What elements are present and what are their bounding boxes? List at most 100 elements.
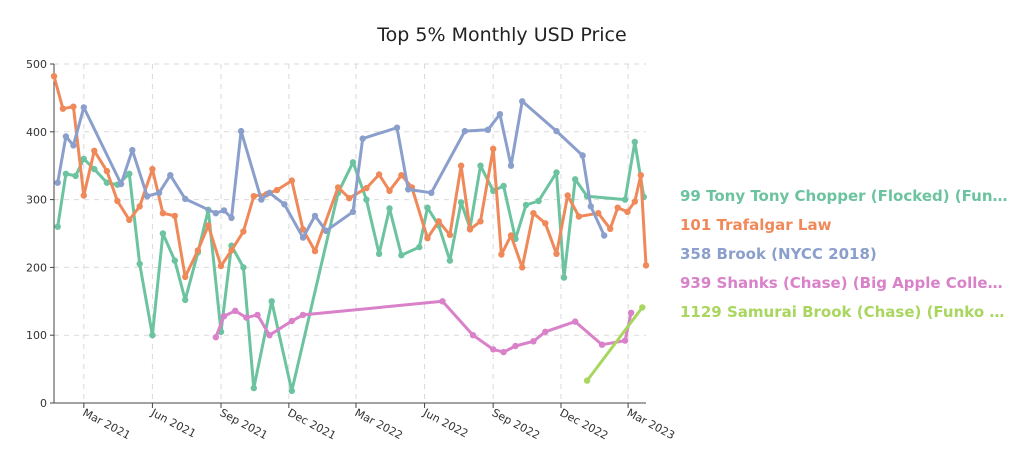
data-point <box>129 146 136 154</box>
data-point <box>217 262 225 270</box>
data-point <box>500 182 507 190</box>
data-point <box>182 195 189 203</box>
data-point <box>607 225 614 232</box>
data-point <box>498 251 505 258</box>
data-point <box>288 317 295 325</box>
y-tick-label: 200 <box>26 261 47 274</box>
data-point <box>627 309 635 316</box>
data-point <box>103 167 111 175</box>
data-point <box>553 250 560 257</box>
data-point <box>575 213 583 220</box>
data-point <box>564 192 571 199</box>
data-point <box>254 311 261 319</box>
data-point <box>54 179 61 186</box>
series-line <box>585 305 644 383</box>
data-point <box>266 332 273 339</box>
legend-item[interactable]: 939 Shanks (Chase) (Big Apple Collecti..… <box>680 274 1010 292</box>
data-point <box>519 98 526 105</box>
data-point <box>91 147 98 154</box>
data-point <box>243 314 250 321</box>
data-point <box>466 226 474 233</box>
x-tick-label: Sep 2021 <box>218 406 270 442</box>
legend-item[interactable]: 99 Tony Tony Chopper (Flocked) (Funi... <box>680 187 1010 205</box>
data-point <box>375 171 383 178</box>
y-tick-label: 100 <box>26 329 47 342</box>
data-point <box>205 222 212 229</box>
data-point <box>598 341 606 348</box>
data-point <box>386 187 393 194</box>
data-point <box>136 203 143 210</box>
data-point <box>80 155 88 163</box>
data-point <box>507 162 515 169</box>
data-point <box>446 231 454 239</box>
x-tick-label: Dec 2022 <box>558 406 611 442</box>
axes: 0 100 200 300 400 500 Mar 2021 Jun 2021 Sep 2021… <box>26 58 677 442</box>
data-point <box>530 210 537 217</box>
data-point <box>477 162 484 169</box>
data-point <box>159 230 167 237</box>
data-point <box>70 142 77 149</box>
data-point <box>62 133 70 140</box>
x-tick-label: Jun 2022 <box>420 406 470 441</box>
data-point <box>149 165 156 173</box>
data-point <box>530 338 537 345</box>
data-point <box>621 196 629 203</box>
data-point <box>117 180 125 188</box>
data-point <box>266 189 273 196</box>
data-point <box>62 170 70 177</box>
data-point <box>212 210 219 217</box>
data-point <box>91 165 98 173</box>
data-point <box>232 307 239 314</box>
x-tick-label: Sep 2022 <box>490 406 542 442</box>
data-point <box>583 377 591 384</box>
data-point <box>519 264 526 271</box>
data-point <box>159 210 167 217</box>
data-point <box>542 220 549 227</box>
data-point <box>446 257 454 264</box>
data-point <box>311 247 319 255</box>
data-point <box>424 204 431 211</box>
x-tick-label: Mar 2021 <box>80 406 132 442</box>
data-point <box>136 260 143 268</box>
data-point <box>70 103 77 110</box>
y-tick-label: 400 <box>26 126 47 139</box>
data-point <box>349 159 357 166</box>
x-tick-label: Jun 2021 <box>148 406 198 441</box>
data-point <box>126 216 133 224</box>
legend-item[interactable]: 358 Brook (NYCC 2018) <box>680 245 877 263</box>
data-point <box>299 226 307 233</box>
data-point <box>237 127 245 135</box>
y-tick-label: 300 <box>26 194 47 207</box>
data-point <box>182 296 189 304</box>
data-point <box>299 234 307 241</box>
data-point <box>512 342 519 350</box>
data-point <box>220 207 228 214</box>
data-point <box>171 212 178 220</box>
data-point <box>250 193 257 200</box>
legend-item[interactable]: 1129 Samurai Brook (Chase) (Funko Sh... <box>680 303 1010 321</box>
data-point <box>346 195 353 202</box>
data-point <box>59 105 67 112</box>
data-point <box>194 247 202 254</box>
data-point <box>322 227 330 234</box>
data-point <box>624 208 631 215</box>
data-point <box>359 135 366 142</box>
data-point <box>579 152 586 159</box>
data-point <box>490 145 497 152</box>
data-point <box>375 250 383 257</box>
legend-item[interactable]: 101 Trafalgar Law <box>680 216 832 234</box>
data-point <box>182 273 189 281</box>
data-point <box>601 232 608 239</box>
data-point <box>393 124 401 131</box>
data-point <box>507 232 515 239</box>
data-point <box>281 201 288 208</box>
data-point <box>428 189 435 196</box>
x-tick-label: Mar 2023 <box>625 406 677 442</box>
data-point <box>114 197 121 205</box>
legend: 99 Tony Tony Chopper (Flocked) (Funi... 1… <box>680 182 1010 327</box>
data-point <box>212 334 219 341</box>
data-point <box>155 189 163 196</box>
data-point <box>228 247 235 254</box>
data-point <box>363 196 370 203</box>
